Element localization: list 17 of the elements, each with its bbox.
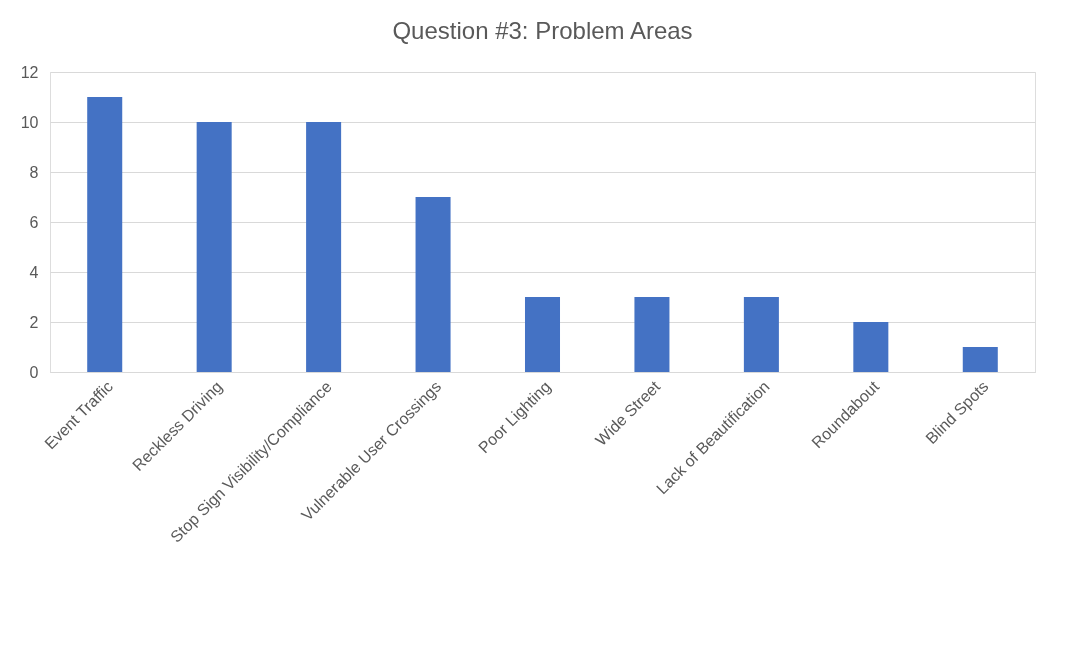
bar xyxy=(634,297,670,372)
bar xyxy=(853,322,889,372)
y-tick-label: 12 xyxy=(20,63,39,81)
bar xyxy=(306,122,342,372)
y-tick-label: 10 xyxy=(20,113,39,131)
bar xyxy=(743,297,779,372)
bar xyxy=(87,97,123,372)
bar xyxy=(415,197,451,372)
chart-title: Question #3: Problem Areas xyxy=(392,17,693,44)
y-tick-label: 0 xyxy=(29,363,39,381)
bar xyxy=(196,122,232,372)
y-tick-label: 2 xyxy=(29,313,39,331)
y-tick-label: 6 xyxy=(29,213,39,231)
y-tick-label: 8 xyxy=(29,163,39,181)
bar xyxy=(524,297,561,372)
y-tick-label: 4 xyxy=(29,263,39,281)
bar xyxy=(962,347,998,372)
